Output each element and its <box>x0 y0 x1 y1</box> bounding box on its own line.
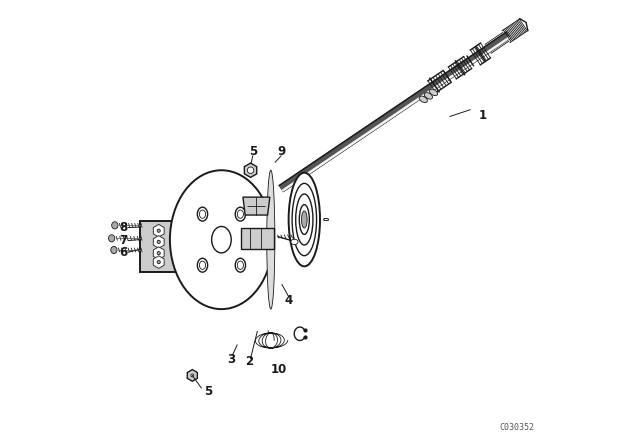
Polygon shape <box>279 32 511 191</box>
Text: 1: 1 <box>479 108 487 122</box>
Text: 2: 2 <box>246 355 253 369</box>
Ellipse shape <box>236 258 246 272</box>
Ellipse shape <box>267 170 275 309</box>
Text: C030352: C030352 <box>500 423 534 432</box>
Ellipse shape <box>324 218 328 221</box>
Polygon shape <box>244 163 257 177</box>
Ellipse shape <box>424 93 433 99</box>
Ellipse shape <box>200 210 205 218</box>
Ellipse shape <box>296 194 313 245</box>
Polygon shape <box>243 197 270 215</box>
Ellipse shape <box>197 207 207 221</box>
Ellipse shape <box>170 170 273 309</box>
Ellipse shape <box>237 261 243 269</box>
Ellipse shape <box>197 258 207 272</box>
Text: 4: 4 <box>285 293 292 307</box>
Text: 10: 10 <box>271 363 287 376</box>
Ellipse shape <box>157 261 160 263</box>
Polygon shape <box>282 37 510 191</box>
Text: 5: 5 <box>204 384 212 398</box>
Ellipse shape <box>157 252 160 254</box>
Ellipse shape <box>237 210 243 218</box>
Ellipse shape <box>191 374 194 377</box>
Polygon shape <box>154 224 164 237</box>
Ellipse shape <box>212 227 231 253</box>
Ellipse shape <box>289 172 320 266</box>
Ellipse shape <box>247 167 254 173</box>
Ellipse shape <box>301 211 307 228</box>
Ellipse shape <box>157 240 160 244</box>
Ellipse shape <box>157 229 160 233</box>
Ellipse shape <box>292 183 317 256</box>
Ellipse shape <box>236 207 246 221</box>
Ellipse shape <box>112 222 118 229</box>
Text: 8: 8 <box>119 221 127 234</box>
Ellipse shape <box>111 246 117 254</box>
Text: 5: 5 <box>249 145 257 158</box>
Polygon shape <box>154 247 164 259</box>
Ellipse shape <box>200 261 205 269</box>
Ellipse shape <box>291 239 298 245</box>
Polygon shape <box>188 370 197 381</box>
Ellipse shape <box>429 89 438 96</box>
Ellipse shape <box>324 218 328 221</box>
Polygon shape <box>154 256 164 268</box>
Polygon shape <box>241 228 275 249</box>
Text: 9: 9 <box>277 145 285 158</box>
Text: 6: 6 <box>119 246 127 259</box>
Ellipse shape <box>419 96 428 103</box>
Text: 7: 7 <box>119 234 127 247</box>
Ellipse shape <box>300 205 309 234</box>
Text: 3: 3 <box>227 353 236 366</box>
Ellipse shape <box>324 218 328 221</box>
FancyBboxPatch shape <box>140 221 177 272</box>
Polygon shape <box>154 236 164 248</box>
Ellipse shape <box>109 235 115 242</box>
